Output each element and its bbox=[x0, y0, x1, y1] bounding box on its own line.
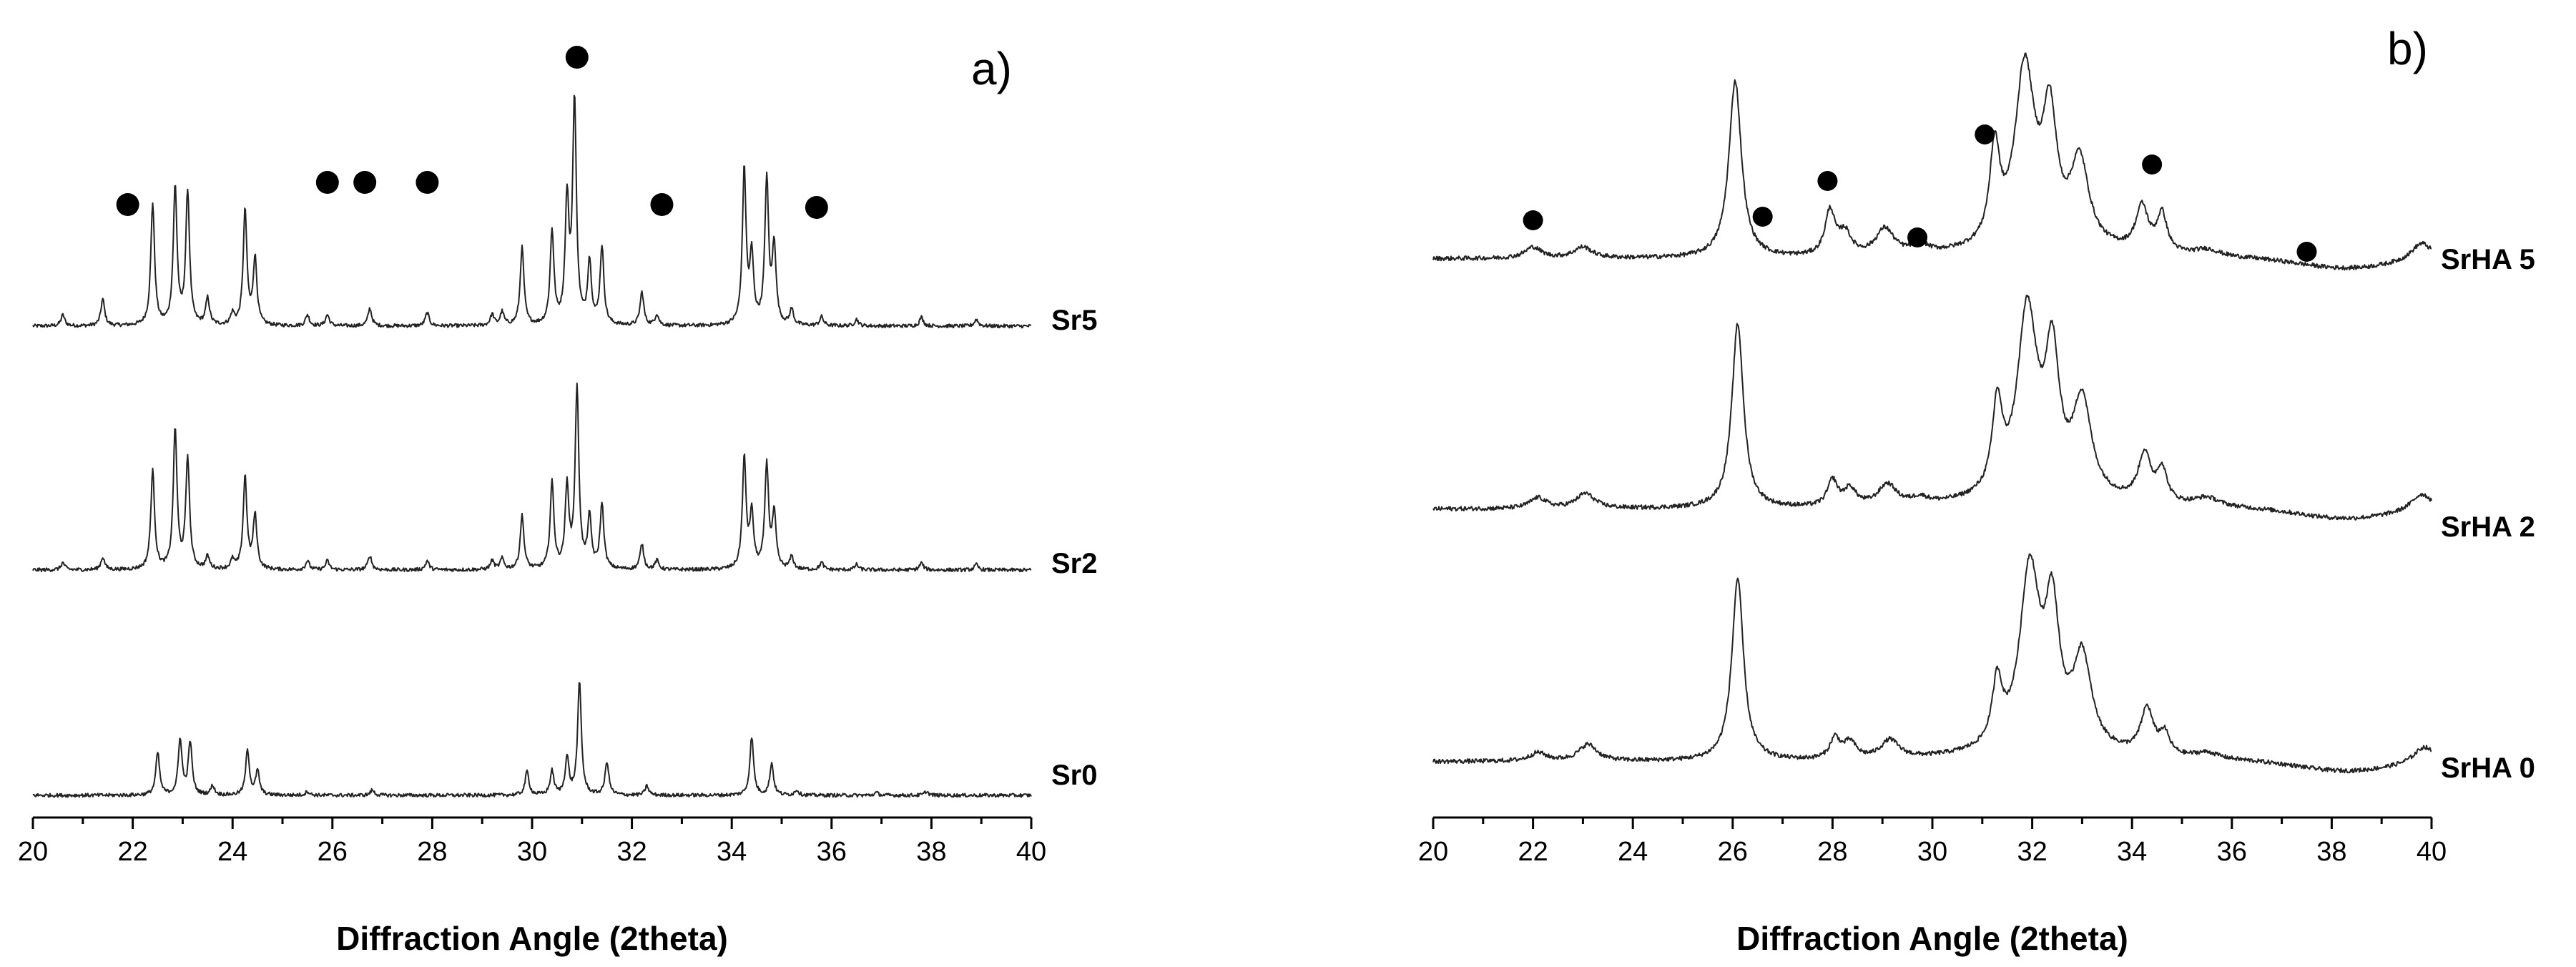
x-tick-label-22: 22 bbox=[117, 837, 147, 867]
panel-a-x-axis-title: Diffraction Angle (2theta) bbox=[336, 920, 728, 957]
phase-marker bbox=[315, 171, 339, 194]
x-tick-label-34: 34 bbox=[2117, 837, 2147, 867]
x-tick-label-32: 32 bbox=[616, 837, 647, 867]
series-label-sr5: Sr5 bbox=[1051, 305, 1098, 336]
panel-b: b) 20 22 24 26 28 30 32 34 36 38 40 SrHA 5 SrHA 2 … bbox=[1418, 23, 2535, 957]
panel-a-x-ticks: 20 22 24 26 28 30 32 34 36 38 40 bbox=[18, 818, 1046, 867]
trace-srha2 bbox=[1432, 294, 2432, 521]
trace-srha5 bbox=[1432, 52, 2432, 271]
phase-marker bbox=[650, 193, 674, 216]
series-label-sr2: Sr2 bbox=[1051, 548, 1098, 579]
trace-sr0 bbox=[32, 682, 1032, 798]
x-tick-label-28: 28 bbox=[417, 837, 447, 867]
panel-b-phase-markers bbox=[1523, 124, 2317, 262]
panel-a: a) 20 22 24 26 28 30 32 34 36 38 40 Sr5 Sr2 Sr0 Di… bbox=[18, 43, 1098, 957]
x-tick-label-40: 40 bbox=[1016, 837, 1046, 867]
x-tick-label-22: 22 bbox=[1518, 837, 1548, 867]
series-label-srha0: SrHA 0 bbox=[2441, 752, 2535, 784]
phase-marker bbox=[1817, 171, 1838, 191]
phase-marker bbox=[1752, 207, 1773, 227]
x-tick-label-30: 30 bbox=[517, 837, 547, 867]
x-tick-label-36: 36 bbox=[817, 837, 847, 867]
panel-b-traces bbox=[1432, 52, 2432, 774]
x-tick-label-24: 24 bbox=[217, 837, 247, 867]
trace-sr2 bbox=[32, 382, 1032, 573]
phase-marker bbox=[1907, 227, 1928, 247]
panel-a-label: a) bbox=[971, 43, 1012, 94]
phase-marker bbox=[565, 46, 589, 69]
x-tick-label-26: 26 bbox=[318, 837, 348, 867]
x-tick-label-30: 30 bbox=[1917, 837, 1947, 867]
panel-b-x-axis-title: Diffraction Angle (2theta) bbox=[1736, 920, 2128, 957]
x-tick-label-32: 32 bbox=[2017, 837, 2047, 867]
phase-marker bbox=[2296, 242, 2317, 262]
series-label-srha2: SrHA 2 bbox=[2441, 511, 2535, 543]
phase-marker bbox=[116, 193, 139, 216]
trace-sr5 bbox=[32, 94, 1032, 329]
series-label-srha5: SrHA 5 bbox=[2441, 244, 2535, 275]
x-tick-label-26: 26 bbox=[1718, 837, 1748, 867]
x-tick-label-34: 34 bbox=[717, 837, 747, 867]
panel-b-label: b) bbox=[2387, 23, 2428, 74]
x-tick-label-40: 40 bbox=[2417, 837, 2447, 867]
x-tick-label-28: 28 bbox=[1817, 837, 1847, 867]
x-tick-label-38: 38 bbox=[916, 837, 946, 867]
phase-marker bbox=[805, 196, 828, 219]
trace-srha0 bbox=[1432, 553, 2432, 774]
panel-b-x-ticks: 20 22 24 26 28 30 32 34 36 38 40 bbox=[1418, 818, 2447, 867]
phase-marker bbox=[2142, 154, 2163, 175]
x-tick-label-20: 20 bbox=[18, 837, 48, 867]
series-label-sr0: Sr0 bbox=[1051, 760, 1098, 791]
phase-marker bbox=[1523, 210, 1543, 230]
phase-marker bbox=[353, 171, 377, 194]
x-tick-label-38: 38 bbox=[2316, 837, 2346, 867]
x-tick-label-24: 24 bbox=[1618, 837, 1648, 867]
phase-marker bbox=[416, 171, 439, 194]
panel-a-traces bbox=[32, 94, 1032, 798]
x-tick-label-20: 20 bbox=[1418, 837, 1448, 867]
panel-a-phase-markers bbox=[116, 46, 828, 219]
phase-marker bbox=[1975, 124, 1995, 144]
x-tick-label-36: 36 bbox=[2217, 837, 2247, 867]
